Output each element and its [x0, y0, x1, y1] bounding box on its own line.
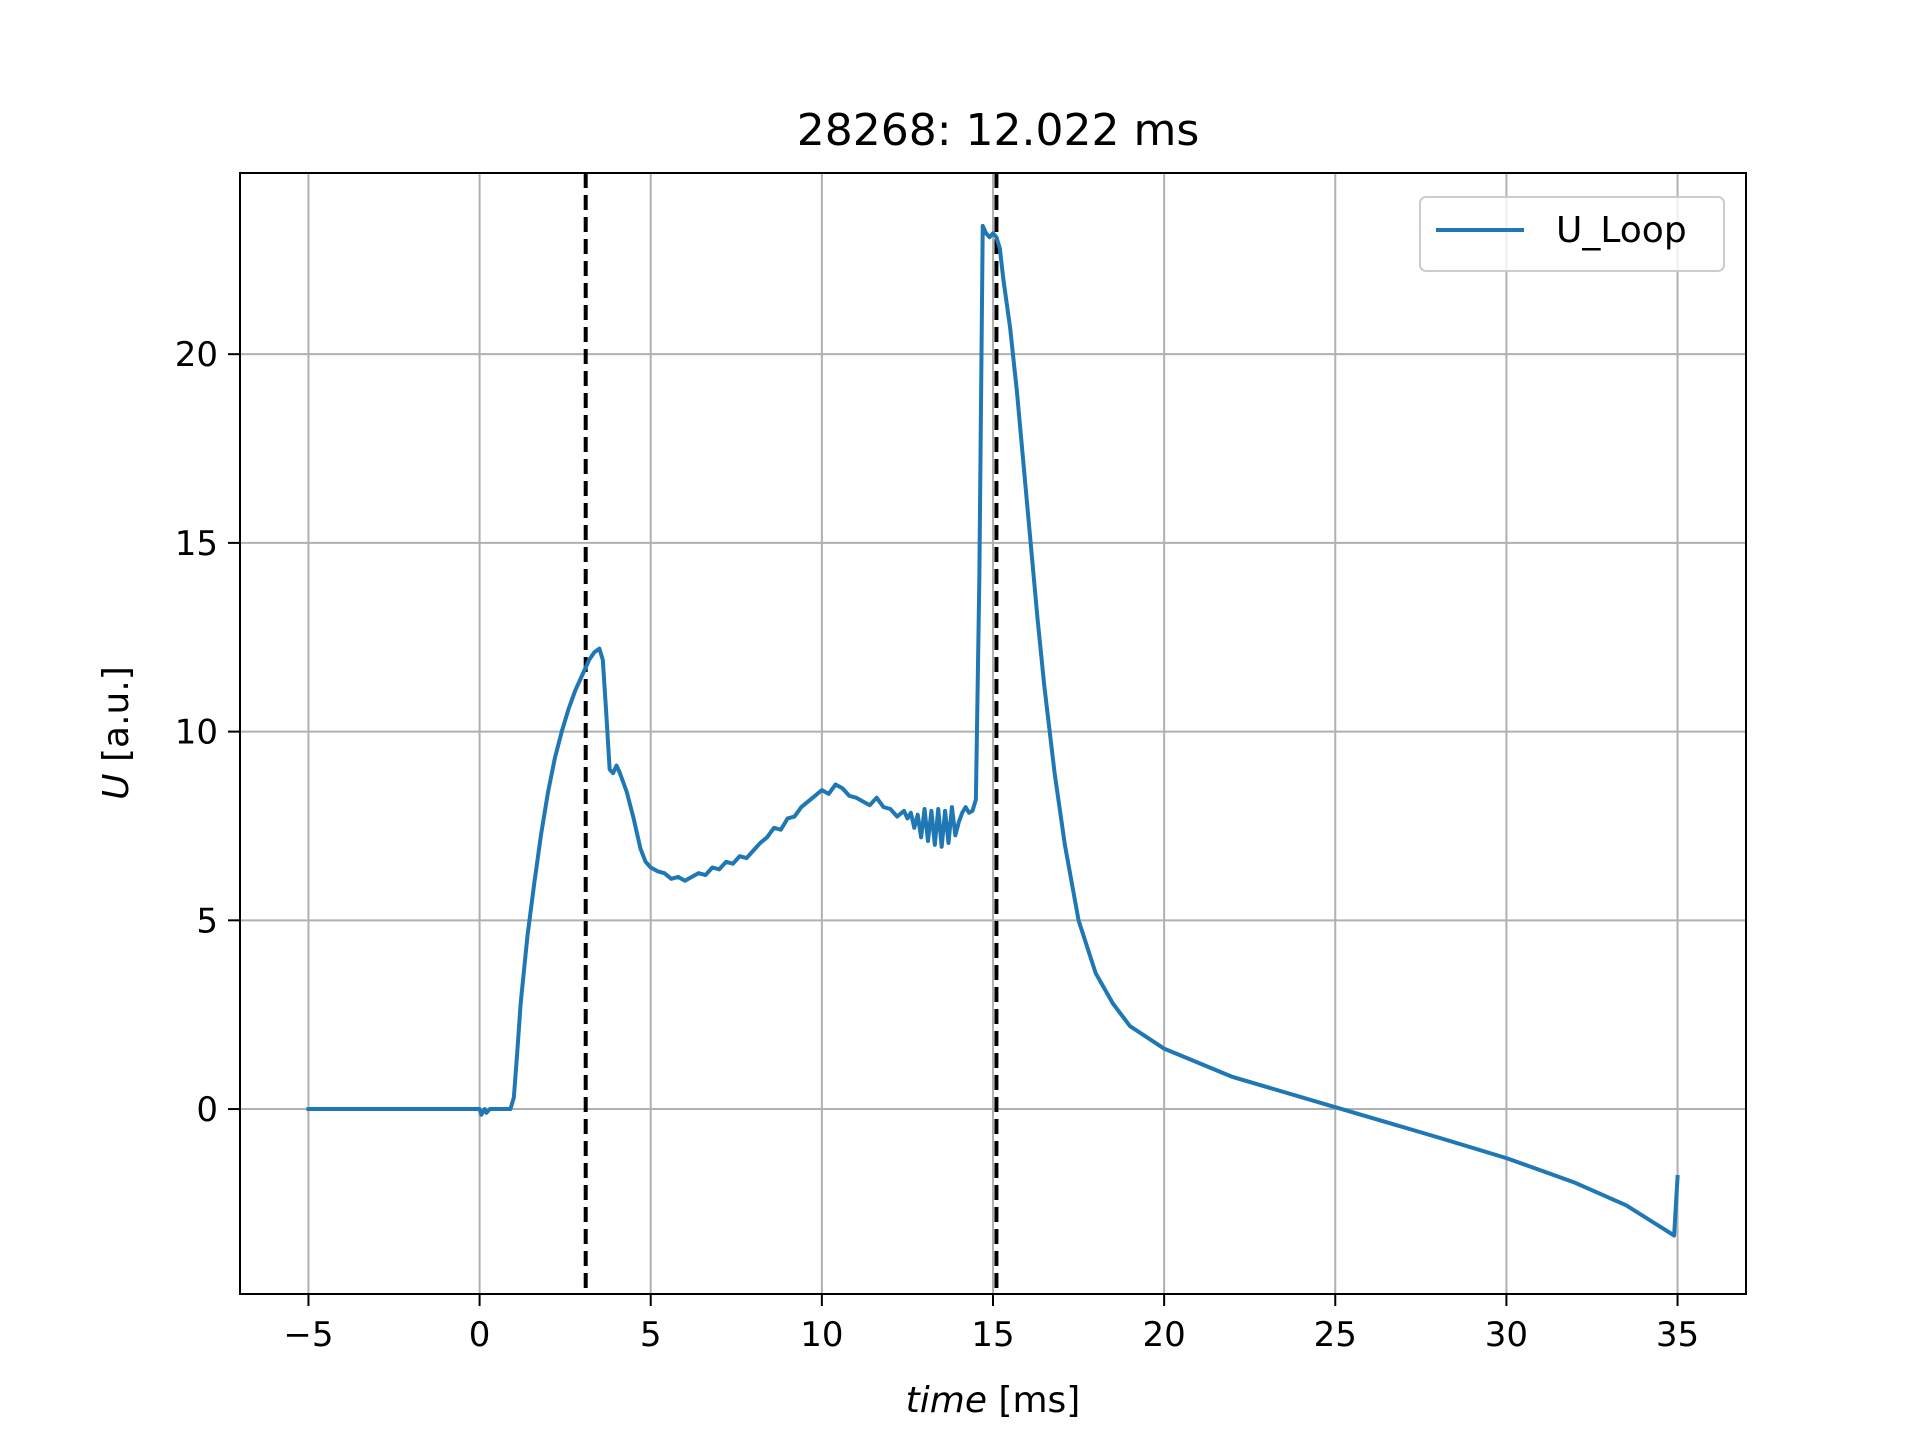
vertical-markers — [583, 173, 999, 1294]
x-axis-unit: [ms] — [987, 1380, 1080, 1421]
y-axis-label: U [a.u.] — [96, 666, 137, 800]
y-tick-label: 10 — [175, 713, 218, 753]
x-tick-label: 30 — [1485, 1315, 1528, 1355]
y-axis-variable: U — [96, 773, 137, 799]
x-tick-label: 0 — [469, 1315, 491, 1355]
legend-label-u-loop: U_Loop — [1556, 210, 1687, 251]
y-tick-label: 5 — [196, 901, 218, 941]
y-tick-label: 20 — [175, 335, 218, 375]
x-tick-label: 20 — [1143, 1315, 1186, 1355]
y-ticks: 0 5 10 15 20 — [175, 335, 240, 1130]
legend-box — [1419, 196, 1725, 272]
x-axis-label: time [ms] — [906, 1380, 1081, 1421]
x-axis-variable: time — [906, 1380, 987, 1421]
x-tick-label: 25 — [1314, 1315, 1357, 1355]
legend: U_Loop — [1419, 196, 1725, 272]
chart-title: 28268: 12.022 ms — [797, 105, 1200, 156]
x-tick-label: 35 — [1656, 1315, 1699, 1355]
series-layer — [306, 223, 1680, 1238]
x-tick-label: −5 — [283, 1315, 333, 1355]
x-tick-label: 15 — [971, 1315, 1014, 1355]
grid — [240, 173, 1746, 1294]
y-axis-unit: [a.u.] — [96, 666, 137, 773]
series-line-u-loop — [306, 223, 1680, 1238]
x-tick-label: 5 — [640, 1315, 662, 1355]
x-ticks: −5 0 5 10 15 20 25 30 35 — [283, 1294, 1699, 1355]
y-tick-label: 15 — [175, 524, 218, 564]
x-tick-label: 10 — [800, 1315, 843, 1355]
y-tick-label: 0 — [196, 1090, 218, 1130]
